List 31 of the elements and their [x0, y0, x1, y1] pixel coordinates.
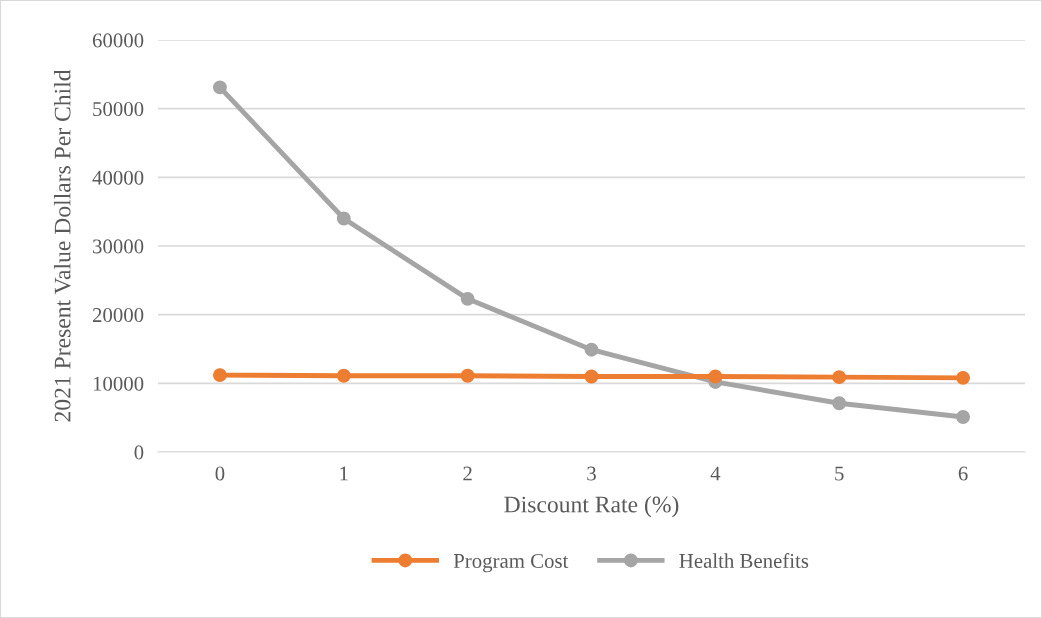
point [832, 370, 847, 385]
x-tick-label: 5 [835, 466, 844, 481]
x-tick-label: 2 [463, 466, 472, 481]
point [956, 410, 971, 424]
y-tick-label: 20000 [92, 308, 144, 323]
y-axis-title: 2021 Present Value Dollars Per Child [53, 69, 71, 422]
point [956, 370, 971, 385]
y-tick-label: 30000 [93, 239, 144, 254]
point [708, 369, 723, 384]
point [460, 368, 475, 383]
y-tick-label: 40000 [92, 170, 144, 185]
legend-label: Program Cost [453, 553, 569, 573]
point [212, 368, 227, 383]
point [584, 369, 599, 384]
y-tick-label: 10000 [93, 376, 144, 391]
y-tick-label: 0 [134, 445, 144, 460]
x-tick-label: 3 [587, 466, 596, 481]
point [460, 291, 475, 306]
y-tick-label: 60000 [92, 33, 144, 48]
y-tick-label: 50000 [93, 102, 144, 117]
x-tick-label: 0 [215, 466, 225, 481]
point [832, 396, 847, 411]
point [336, 211, 351, 226]
x-tick-label: 1 [340, 466, 348, 481]
x-tick-label: 4 [710, 466, 721, 481]
x-tick-label: 6 [958, 466, 968, 481]
legend-label: Health Benefits [679, 553, 809, 568]
point [212, 80, 227, 95]
point [584, 342, 599, 357]
x-axis-title: Discount Rate (%) [504, 495, 679, 518]
point [336, 368, 351, 383]
